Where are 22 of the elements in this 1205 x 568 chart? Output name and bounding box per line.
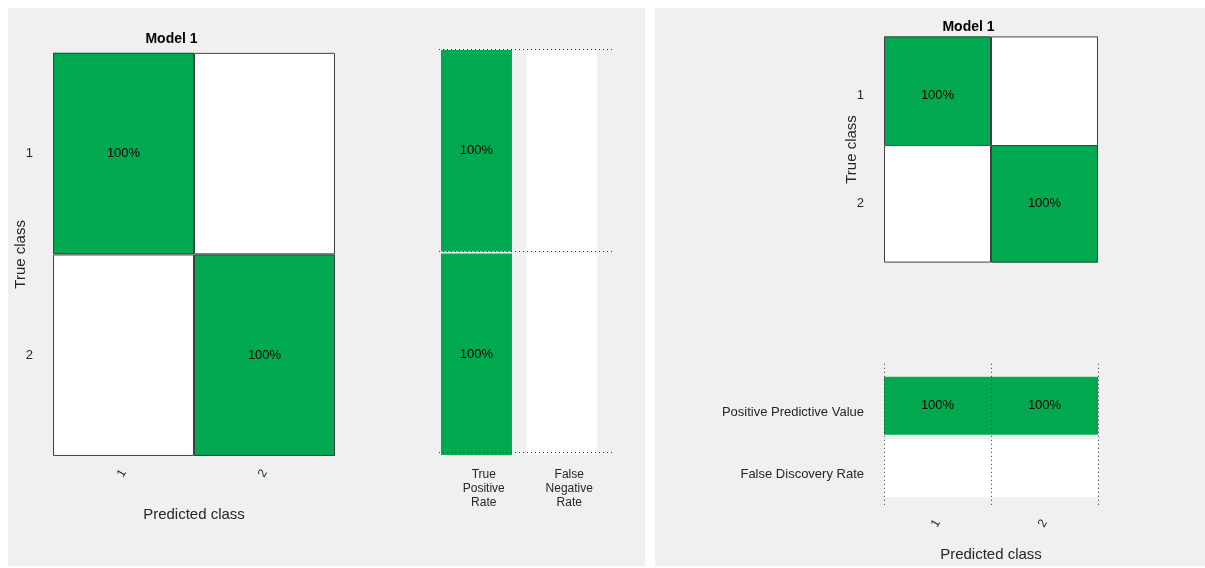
y-tick-label: 1 (856, 86, 864, 102)
x-tick-label: 2 (254, 466, 271, 480)
data-label: 100% (1027, 397, 1062, 413)
data-label: 100% (106, 145, 141, 161)
x-tick-label: False Negative Rate (545, 466, 594, 510)
data-label: 100% (459, 142, 494, 158)
data-label: 100% (1027, 195, 1062, 211)
x-axis-title: Predicted class (940, 545, 1042, 563)
chart-title: Model 1 (145, 30, 198, 47)
y-tick-label: False Discovery Rate (740, 466, 864, 482)
data-label: 100% (247, 346, 282, 362)
y-axis-title: True class (11, 220, 29, 289)
y-tick-label: 2 (856, 195, 864, 211)
x-axis-title: Predicted class (143, 505, 245, 523)
data-label: 100% (920, 397, 955, 413)
data-label: 100% (459, 345, 494, 361)
y-axis-title: True class (842, 115, 860, 184)
y-tick-label: Positive Predictive Value (721, 403, 864, 419)
x-tick-label: True Positive Rate (462, 466, 506, 510)
data-label: 100% (920, 86, 955, 102)
x-tick-label: 1 (113, 466, 130, 480)
chart-title: Model 1 (942, 18, 995, 35)
